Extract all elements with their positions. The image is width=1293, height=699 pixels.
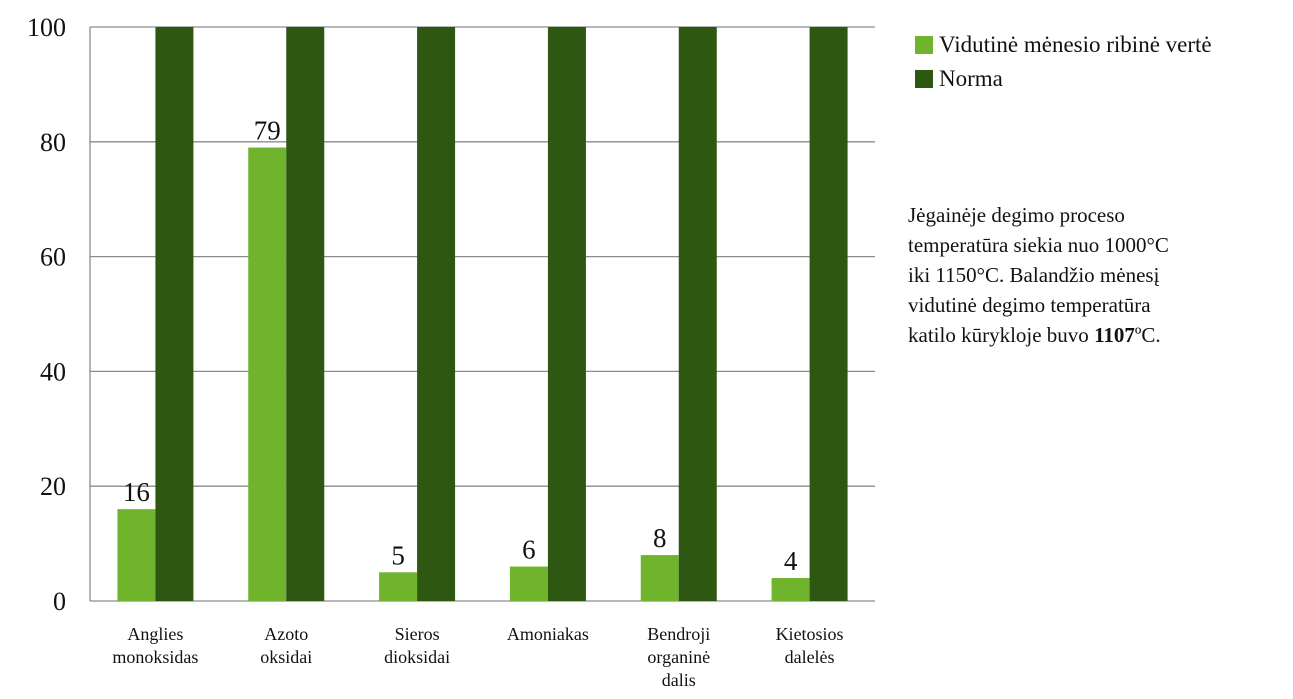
- legend-swatch-series-1: [915, 36, 933, 54]
- bar-series-1-3: [379, 572, 418, 601]
- x-tick-label-1-line-2: monoksidas: [112, 647, 198, 667]
- bar-series-1-5: [640, 555, 679, 601]
- data-label-series-1-5: 8: [653, 523, 667, 553]
- x-tick-label-1-line-1: Anglies: [127, 624, 183, 644]
- bar-chart: 0 20 40 60 80 100 16 Anglies monoksidas 79 Azoto ok…: [27, 13, 875, 690]
- temperature-note: Jėgainėje degimo proceso temperatūra sie…: [908, 200, 1293, 350]
- chart-legend: Vidutinė mėnesio ribinė vertė Norma: [915, 30, 1212, 98]
- legend-item-series-1: Vidutinė mėnesio ribinė vertė: [915, 30, 1212, 60]
- x-tick-label-3-line-2: dioksidai: [384, 647, 450, 667]
- bar-series-1-2: [248, 147, 287, 602]
- x-tick-label-5-line-2: organinė: [647, 647, 710, 667]
- bar-series-1-4: [509, 566, 548, 601]
- legend-label-series-2: Norma: [939, 66, 1003, 91]
- x-tick-label-2-line-1: Azoto: [264, 624, 308, 644]
- bar-series-1-1: [117, 509, 156, 601]
- note-line-5: katilo kūrykloje buvo 1107ºC.: [908, 320, 1293, 350]
- data-label-series-1-1: 16: [123, 477, 150, 507]
- bar-series-2-2: [286, 27, 325, 601]
- x-tick-label-5-line-1: Bendroji: [647, 624, 710, 644]
- data-label-series-1-6: 4: [784, 546, 798, 576]
- legend-label-series-1: Vidutinė mėnesio ribinė vertė: [939, 32, 1212, 57]
- note-line-2: temperatūra siekia nuo 1000°C: [908, 233, 1169, 257]
- note-temperature-unit: ºC.: [1134, 323, 1161, 347]
- x-tick-label-6-line-1: Kietosios: [776, 624, 844, 644]
- data-label-series-1-2: 79: [254, 116, 281, 146]
- note-line-4: vidutinė degimo temperatūra: [908, 293, 1151, 317]
- y-tick-label-0: 0: [53, 587, 66, 616]
- y-tick-label-5: 100: [27, 13, 66, 42]
- x-tick-label-3-line-1: Sieros: [395, 624, 440, 644]
- legend-item-series-2: Norma: [915, 64, 1212, 94]
- legend-swatch-series-2: [915, 70, 933, 88]
- data-label-series-1-4: 6: [522, 535, 536, 565]
- y-tick-label-2: 40: [40, 357, 66, 386]
- x-tick-label-4-line-1: Amoniakas: [507, 624, 589, 644]
- x-tick-label-5-line-3: dalis: [662, 670, 696, 690]
- note-line-1: Jėgainėje degimo proceso: [908, 203, 1125, 227]
- data-label-series-1-3: 5: [391, 540, 405, 570]
- bar-series-2-4: [547, 27, 586, 601]
- bar-series-2-5: [678, 27, 717, 601]
- bar-series-2-1: [155, 27, 194, 601]
- x-tick-label-6-line-2: dalelės: [785, 647, 835, 667]
- y-tick-label-1: 20: [40, 472, 66, 501]
- x-tick-label-2-line-2: oksidai: [260, 647, 312, 667]
- bar-series-2-3: [417, 27, 456, 601]
- bar-series-2-6: [809, 27, 848, 601]
- note-line-5-text: katilo kūrykloje buvo: [908, 323, 1095, 347]
- note-line-3: iki 1150°C. Balandžio mėnesį: [908, 263, 1160, 287]
- y-tick-label-3: 60: [40, 243, 66, 272]
- note-temperature-value: 1107: [1094, 323, 1135, 347]
- y-tick-label-4: 80: [40, 128, 66, 157]
- bar-series-1-6: [771, 578, 810, 601]
